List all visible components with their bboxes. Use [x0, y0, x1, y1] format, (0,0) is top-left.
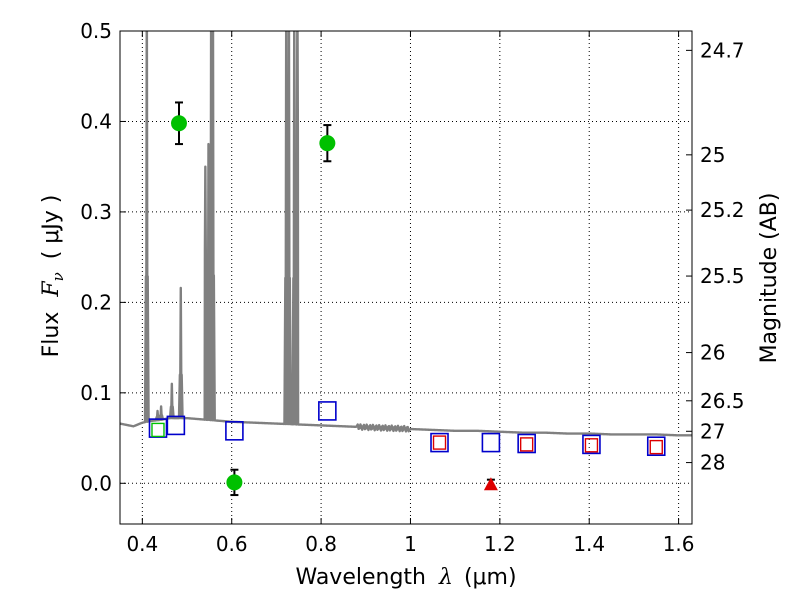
blue-square-marker: [481, 432, 501, 453]
x-tick-label: 1.2: [484, 532, 516, 556]
x-axis-label: Wavelength λ (μm): [295, 565, 516, 590]
x-tick-label: 1.4: [573, 532, 605, 556]
red-square-marker: [649, 439, 663, 455]
mag-tick-label: 26.5: [700, 389, 745, 413]
blue-square-marker: [166, 415, 186, 436]
red-square-marker: [584, 438, 599, 453]
y-tick-label: 0.1: [80, 381, 112, 405]
detection-circle-marker: [319, 135, 336, 152]
mag-tick-label: 25.2: [700, 198, 745, 222]
non-detection-triangle-marker: [483, 477, 498, 491]
x-tick-label: 0.8: [305, 532, 337, 556]
y-axis-label: Flux Fν ( μJy ): [39, 195, 69, 358]
x-tick-label: 0.6: [216, 532, 248, 556]
y-tick-label: 0.5: [80, 19, 112, 43]
blue-square-marker: [318, 401, 337, 421]
detection-circle-marker: [226, 474, 243, 491]
y-tick-label: 0.2: [80, 290, 112, 314]
x-tick-label: 1: [404, 532, 417, 556]
mag-tick-label: 25.5: [700, 264, 745, 288]
green-square-marker: [151, 422, 165, 438]
y-tick-label: 0.3: [80, 200, 112, 224]
blue-square-marker: [582, 434, 601, 455]
blue-square-marker: [646, 436, 666, 457]
y-tick-label: 0.0: [80, 471, 112, 495]
plot-frame: [119, 30, 693, 525]
blue-square-marker: [430, 432, 449, 453]
y2-axis-label: Magnitude (AB): [757, 193, 782, 364]
blue-square-marker: [517, 433, 536, 454]
red-square-marker: [432, 435, 447, 450]
mag-tick-label: 25: [700, 143, 725, 167]
red-square-marker: [519, 437, 534, 452]
model-spectrum-line: [120, 31, 692, 437]
mag-tick-label: 26: [700, 341, 725, 365]
axis-ticks: 0.4 0.6 0.8 1 1.2 1.4 1.6 0.0 0.1 0.2 0.3 0.4 0.5 24.…: [80, 19, 744, 556]
x-tick-label: 0.4: [126, 532, 158, 556]
blue-square-marker: [225, 421, 244, 441]
mag-tick-label: 24.7: [700, 38, 745, 62]
x-tick-label: 1.6: [663, 532, 695, 556]
detection-circle-marker: [170, 115, 187, 132]
y-tick-label: 0.4: [80, 109, 112, 133]
data-markers: [148, 101, 666, 497]
mag-tick-label: 28: [700, 451, 725, 475]
spectrum: [120, 31, 692, 437]
mag-tick-label: 27: [700, 419, 725, 443]
